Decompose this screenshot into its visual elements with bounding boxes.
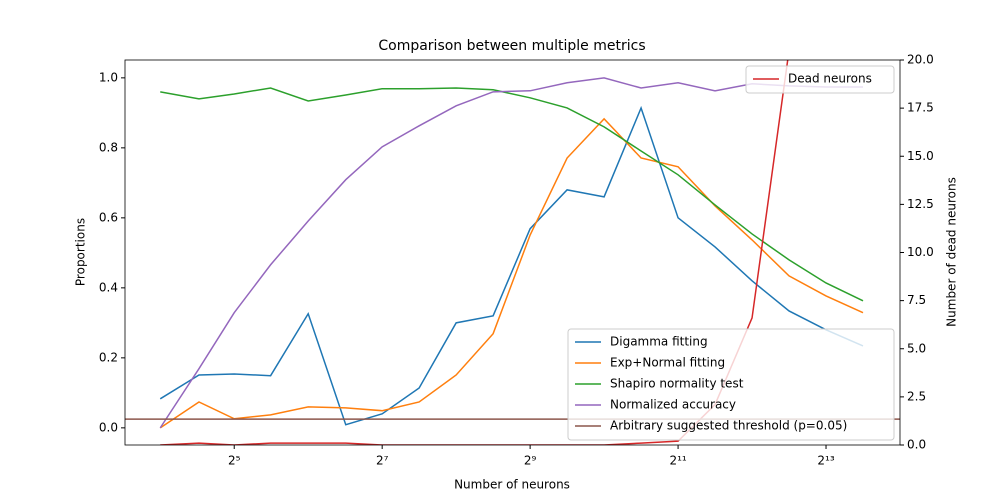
y-axis-label: Proportions [74, 218, 88, 286]
x-tick-label: 2¹³ [817, 454, 834, 468]
y2-tick-label: 15.0 [907, 149, 934, 163]
series-line [159, 117, 864, 429]
y2-tick-label: 10.0 [907, 245, 934, 259]
legend-label: Exp+Normal fitting [610, 356, 725, 370]
legend-box [567, 328, 895, 441]
y-tick-label: 0.4 [99, 280, 118, 294]
x-tick-label: 2¹¹ [669, 454, 686, 468]
y2-axis-label: Number of dead neurons [945, 177, 959, 327]
legend-label: Arbitrary suggested threshold (p=0.05) [610, 419, 847, 433]
y2-tick-label: 20.0 [907, 53, 934, 67]
x-axis-label: Number of neurons [454, 478, 570, 492]
legend-label: Shapiro normality test [610, 377, 744, 391]
legend-label: Normalized accuracy [610, 398, 736, 412]
series-line [159, 105, 864, 426]
legend-label: Dead neurons [788, 72, 872, 86]
y2-tick-label: 0.0 [907, 438, 926, 452]
legend-label: Digamma fitting [610, 335, 708, 349]
y-tick-label: 0.2 [99, 350, 118, 364]
series-line [160, 87, 864, 302]
x-tick-label: 2⁵ [228, 454, 241, 468]
y2-tick-label: 12.5 [907, 197, 934, 211]
y2-tick-label: 2.5 [907, 389, 926, 403]
y-tick-label: 0.0 [99, 420, 118, 434]
x-tick-label: 2⁹ [524, 454, 537, 468]
y2-tick-label: 7.5 [907, 293, 926, 307]
x-tick-label: 2⁷ [376, 454, 389, 468]
chart-title: Comparison between multiple metrics [378, 38, 645, 54]
y2-tick-label: 5.0 [907, 341, 926, 355]
y-tick-label: 1.0 [99, 70, 118, 84]
y2-tick-label: 17.5 [907, 101, 934, 115]
y-tick-label: 0.8 [99, 140, 118, 154]
legend-box [745, 65, 895, 94]
y-tick-label: 0.6 [99, 210, 118, 224]
